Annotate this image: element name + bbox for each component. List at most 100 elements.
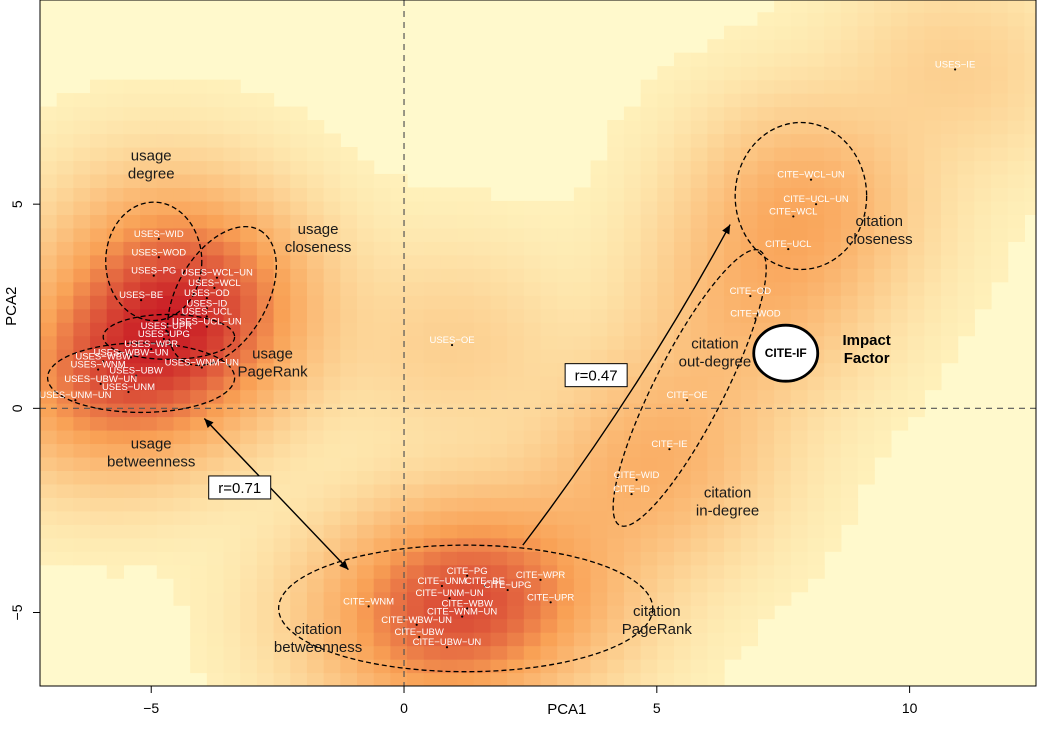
point-label: CITE−UNM [418,576,467,587]
heatmap-cell [273,322,291,337]
point-label: CITE−PG [447,566,488,577]
heatmap-cell [206,362,225,377]
heatmap-cell [256,362,275,377]
heatmap-cell [774,12,792,27]
heatmap-cell [674,416,692,431]
heatmap-cell [824,510,842,525]
cluster-ellipse [277,544,654,673]
heatmap-cell [173,254,191,269]
heatmap-cell [156,564,175,579]
heatmap-cell [690,200,708,215]
heatmap-cell [774,456,792,471]
heatmap-cell [607,591,625,606]
heatmap-cell [807,39,825,54]
point-label: CITE−UCL [765,239,811,250]
heatmap-cell [240,605,258,620]
heatmap-cell [490,322,508,337]
heatmap-cell [156,147,175,162]
heatmap-cell [924,241,942,256]
heatmap-cell [957,52,975,67]
heatmap-cell [440,389,458,404]
heatmap-cell [457,187,475,202]
heatmap-cell [907,173,925,189]
heatmap-cell [607,227,625,242]
heatmap-cell [890,120,909,135]
heatmap-cell [657,335,675,350]
heatmap-cell [340,591,358,606]
heatmap-cell [323,605,341,620]
heatmap-cell [457,551,475,566]
heatmap-cell [507,295,525,310]
heatmap-cell [557,389,575,404]
heatmap-cell [790,524,809,539]
point-marker [205,315,208,318]
heatmap-cell [857,456,875,471]
heatmap-cell [323,591,341,606]
heatmap-cell [56,160,74,175]
heatmap-cell [724,281,742,296]
heatmap-cell [140,376,158,391]
heatmap-cell [56,268,74,283]
heatmap-cell [140,173,158,189]
heatmap-cell [90,160,108,175]
heatmap-cell [1007,133,1025,148]
heatmap-cell [757,456,775,471]
heatmap-cell [240,659,258,674]
heatmap-cell [123,106,141,121]
heatmap-cell [890,268,909,283]
heatmap-cell [390,268,408,283]
heatmap-cell [357,308,375,323]
heatmap-cell [240,524,258,539]
heatmap-cell [991,200,1009,215]
heatmap-cell [840,376,859,391]
heatmap-cell [807,443,825,458]
heatmap-cell [56,295,74,310]
heatmap-cell [957,281,975,296]
heatmap-cell [407,672,425,686]
heatmap-cell [340,268,358,283]
heatmap-cell [390,429,408,445]
heatmap-cell [707,106,725,121]
heatmap-cell [423,227,442,242]
heatmap-cell [40,470,58,485]
heatmap-cell [223,618,241,633]
heatmap-cell [907,362,925,377]
heatmap-cell [423,632,442,647]
heatmap-cell [507,618,525,633]
heatmap-cell [657,295,675,310]
heatmap-cell [507,483,525,498]
heatmap-cell [306,605,325,620]
heatmap-cell [290,187,308,202]
heatmap-cell [106,537,125,552]
heatmap-cell [924,322,942,337]
heatmap-cell [473,241,492,256]
heatmap-cell [56,120,74,135]
heatmap-cell [1024,25,1036,40]
heatmap-cell [790,578,809,593]
heatmap-cell [690,133,708,148]
heatmap-cell [490,429,508,445]
heatmap-cell [824,416,842,431]
point-label: CITE−UNM−UN [415,588,483,599]
heatmap-cell [457,470,475,485]
heatmap-cell [206,645,225,660]
heatmap-cell [940,160,959,175]
heatmap-cell [73,227,91,242]
heatmap-cell [707,645,725,660]
point-marker [787,247,790,251]
heatmap-cell [623,578,642,593]
heatmap-cell [190,362,208,377]
point-marker [418,635,421,639]
heatmap-cell [874,416,892,431]
heatmap-cell [106,173,125,189]
heatmap-cell [790,0,809,13]
heatmap-cell [523,416,542,431]
heatmap-cell [457,227,475,242]
heatmap-cell [924,52,942,67]
heatmap-cell [807,564,825,579]
heatmap-cell [857,268,875,283]
heatmap-cell [890,214,909,229]
heatmap-cell [340,322,358,337]
heatmap-cell [407,335,425,350]
heatmap-cell [790,133,809,148]
